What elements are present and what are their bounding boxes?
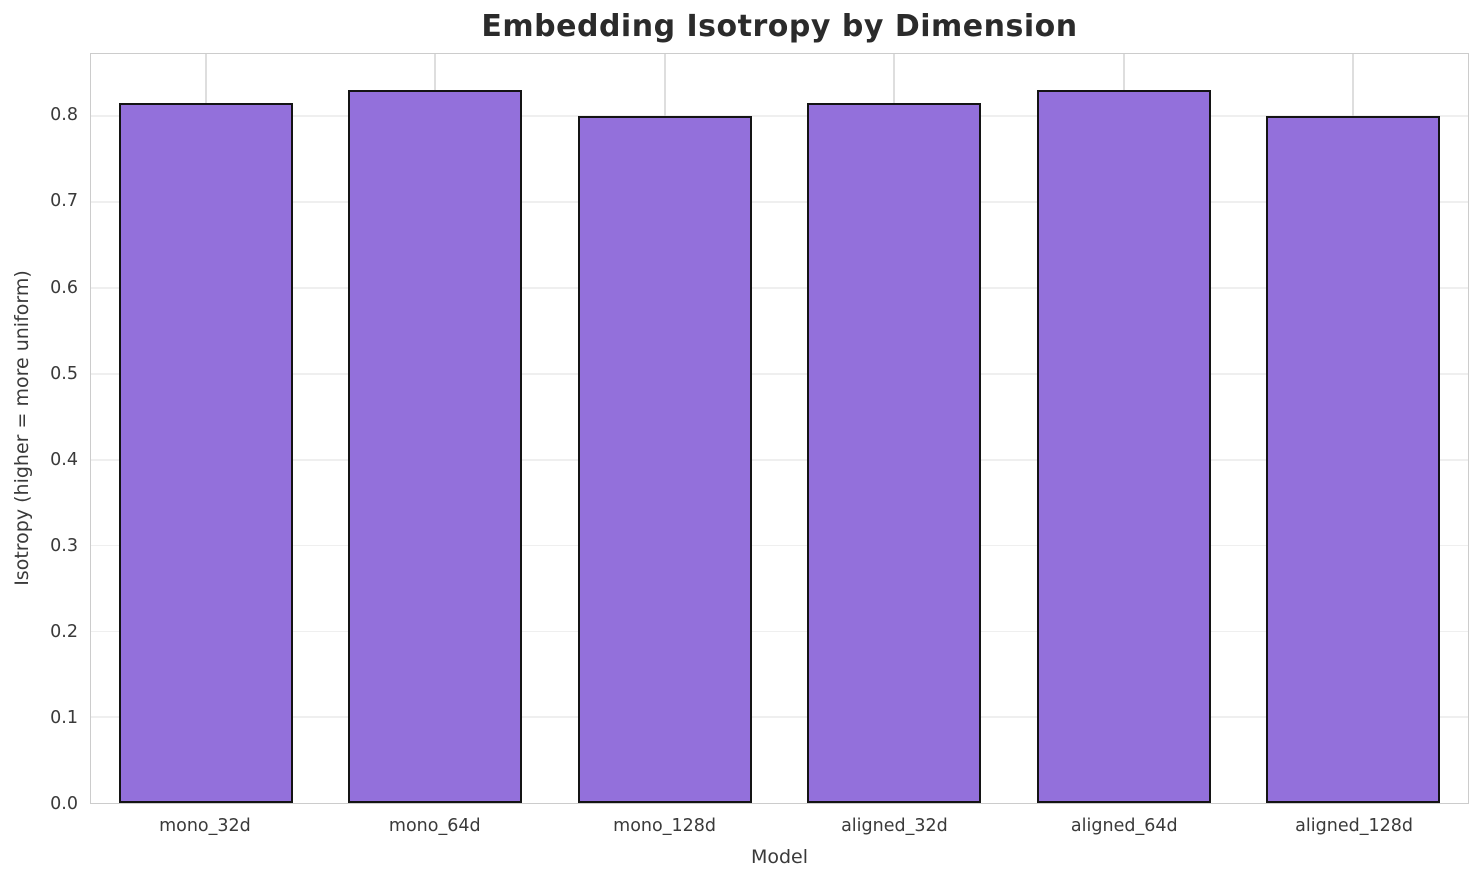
plot-area: [90, 53, 1469, 804]
bar-mono_128d: [577, 116, 752, 803]
y-tick-rail: 0.0 0.1 0.2 0.3 0.4 0.5 0.6 0.7 0.8: [0, 53, 78, 814]
horizontal-gridline: [91, 372, 1468, 375]
x-tick-label: aligned_64d: [1070, 816, 1178, 836]
x-tick-rail: mono_32d mono_64d mono_128d aligned_32d alig…: [90, 812, 1469, 840]
x-axis-label: Model: [750, 846, 809, 868]
x-tick-label: aligned_128d: [1295, 816, 1413, 836]
y-tick-label: 0.0: [50, 794, 78, 814]
bar-aligned_128d: [1266, 116, 1441, 803]
horizontal-gridline: [91, 287, 1468, 289]
horizontal-gridline: [91, 544, 1468, 547]
y-tick-label: 0.7: [50, 191, 78, 212]
x-tick-label: mono_64d: [388, 816, 481, 836]
horizontal-gridline: [91, 458, 1468, 461]
bar-aligned_64d: [1036, 90, 1211, 803]
y-tick-label: 0.5: [50, 363, 78, 384]
chart-title: Embedding Isotropy by Dimension: [481, 9, 1078, 44]
x-tick-label: aligned_32d: [841, 816, 948, 836]
horizontal-gridline: [91, 115, 1468, 118]
horizontal-gridline: [91, 716, 1468, 719]
y-tick-label: 0.8: [50, 105, 78, 126]
x-tick-label: mono_128d: [613, 816, 716, 836]
y-tick-label: 0.1: [50, 707, 78, 728]
x-tick-label: mono_32d: [159, 816, 251, 836]
bar-mono_64d: [348, 90, 523, 803]
bar-mono_32d: [118, 103, 293, 803]
horizontal-gridline: [91, 201, 1468, 204]
bar-aligned_32d: [807, 103, 982, 803]
y-tick-label: 0.4: [50, 449, 78, 470]
y-tick-label: 0.2: [50, 621, 78, 642]
y-tick-label: 0.6: [50, 277, 78, 298]
y-tick-label: 0.3: [50, 535, 78, 556]
horizontal-gridline: [91, 630, 1468, 633]
